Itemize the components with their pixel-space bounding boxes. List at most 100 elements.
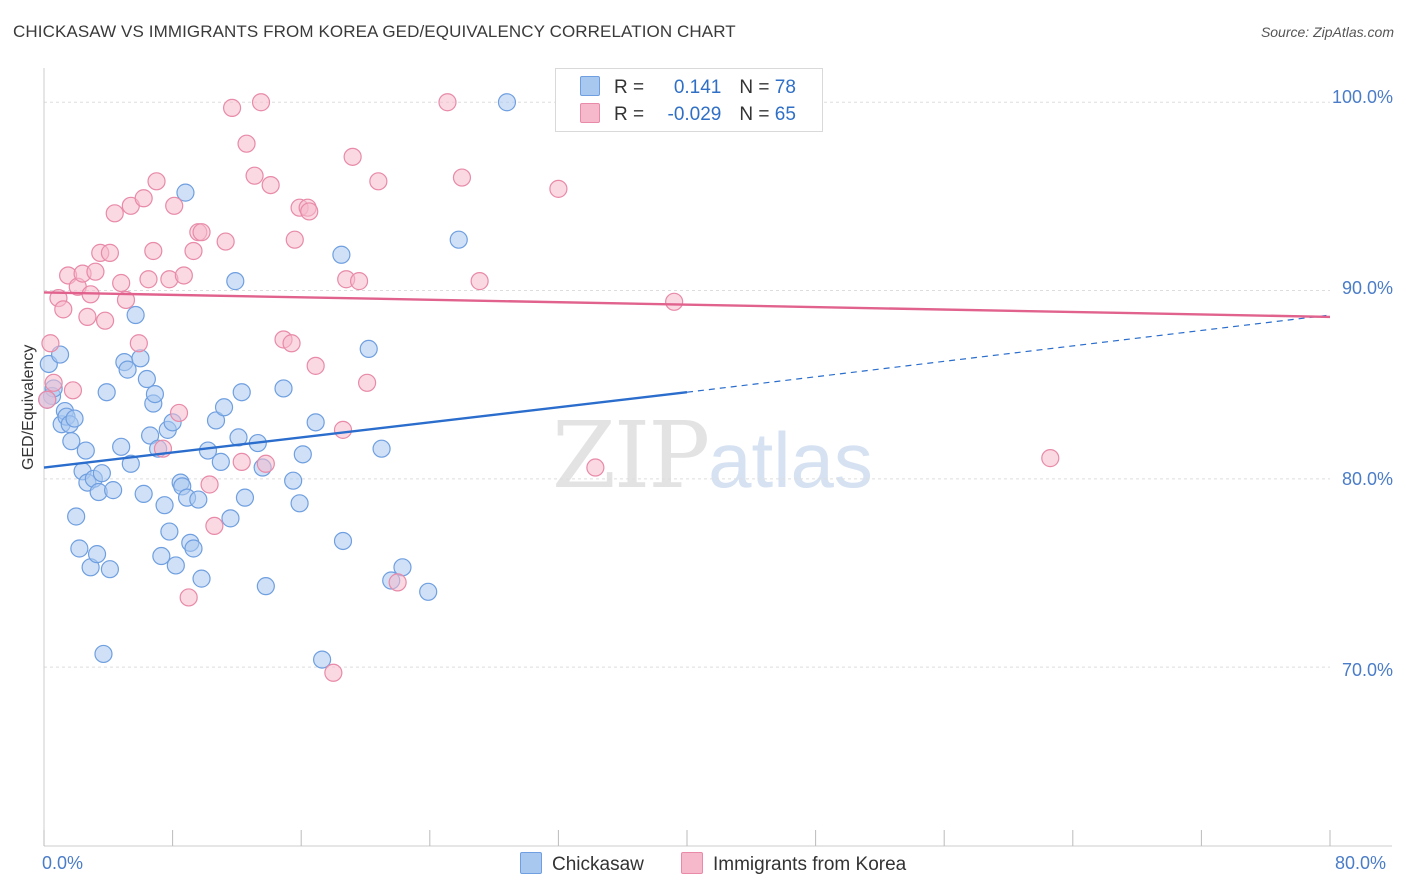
korea-trend-line bbox=[43, 291, 1331, 319]
chickasaw-point bbox=[235, 488, 255, 507]
chickasaw-point bbox=[137, 369, 156, 389]
chickasaw-point bbox=[152, 546, 171, 566]
korea-point bbox=[438, 93, 457, 112]
chickasaw-point bbox=[198, 441, 218, 460]
legend-n-value: 78 bbox=[774, 77, 796, 98]
korea-point bbox=[237, 134, 256, 153]
bottom-legend-swatch-korea bbox=[681, 852, 703, 874]
chickasaw-point bbox=[449, 230, 468, 249]
korea-point bbox=[105, 204, 124, 223]
chickasaw-point bbox=[155, 496, 174, 515]
korea-point bbox=[44, 373, 63, 392]
korea-point bbox=[100, 243, 120, 262]
korea-point bbox=[95, 311, 115, 330]
korea-point bbox=[333, 420, 353, 439]
chickasaw-point bbox=[332, 245, 351, 264]
korea-point bbox=[369, 172, 388, 191]
x-tick-label-max: 80.0% bbox=[1335, 853, 1387, 873]
chickasaw-point bbox=[333, 531, 353, 551]
watermark: ZIPatlas bbox=[552, 402, 873, 509]
korea-point bbox=[78, 307, 97, 326]
chickasaw-point bbox=[497, 93, 517, 112]
legend-row-chickasaw: R = 0.141 N = 78 bbox=[580, 76, 796, 99]
chickasaw-point bbox=[393, 558, 412, 577]
korea-point bbox=[192, 223, 211, 242]
korea-point bbox=[112, 273, 131, 293]
chickasaw-point bbox=[70, 539, 89, 558]
bottom-legend-label: Immigrants from Korea bbox=[713, 854, 907, 875]
korea-point bbox=[1041, 449, 1060, 468]
korea-point bbox=[285, 230, 304, 249]
chickasaw-point bbox=[256, 577, 275, 596]
bottom-legend-korea: Immigrants from Korea bbox=[681, 852, 906, 876]
korea-point bbox=[256, 454, 275, 473]
korea-point bbox=[205, 516, 224, 536]
chickasaw-point bbox=[184, 539, 203, 558]
korea-point bbox=[169, 403, 189, 423]
korea-point bbox=[349, 272, 369, 291]
bottom-legend-label: Chickasaw bbox=[552, 854, 644, 875]
korea-point bbox=[343, 147, 362, 166]
chickasaw-point bbox=[312, 650, 332, 669]
correlation-legend: R = 0.141 N = 78 R = -0.029 N = 65 bbox=[555, 68, 823, 132]
korea-point bbox=[38, 390, 57, 409]
korea-point bbox=[216, 232, 235, 251]
korea-point bbox=[200, 475, 219, 494]
korea-point bbox=[144, 241, 163, 261]
korea-point bbox=[452, 168, 472, 187]
korea-point bbox=[388, 573, 407, 592]
korea-point bbox=[179, 588, 198, 607]
chickasaw-point bbox=[274, 379, 293, 398]
legend-r-value: -0.029 bbox=[667, 104, 722, 125]
chickasaw-point bbox=[359, 339, 378, 359]
chickasaw-point bbox=[166, 556, 185, 575]
korea-point bbox=[54, 300, 73, 319]
chickasaw-point bbox=[145, 384, 165, 404]
legend-swatch-chickasaw bbox=[580, 76, 600, 96]
chickasaw-point bbox=[104, 481, 123, 500]
korea-point bbox=[147, 172, 166, 191]
chickasaw-point bbox=[419, 582, 438, 601]
chickasaw-point bbox=[214, 398, 234, 417]
chickasaw-point bbox=[97, 383, 116, 402]
chickasaw-point bbox=[126, 305, 145, 325]
chickasaw-point bbox=[62, 432, 81, 451]
korea-point bbox=[306, 356, 325, 375]
korea-point bbox=[665, 292, 684, 311]
y-tick-label-90: 90.0% bbox=[1341, 278, 1393, 298]
source-credit: Source: ZipAtlas.com bbox=[1260, 24, 1394, 40]
legend-r-value: 0.141 bbox=[673, 77, 722, 98]
chickasaw-point bbox=[284, 471, 303, 490]
legend-row-korea: R = -0.029 N = 65 bbox=[580, 103, 796, 126]
chickasaw-point bbox=[121, 454, 140, 473]
korea-point bbox=[261, 175, 280, 195]
korea-point bbox=[116, 290, 136, 310]
korea-point bbox=[586, 458, 605, 477]
chickasaw-point bbox=[232, 383, 251, 402]
korea-point bbox=[165, 196, 184, 215]
chickasaw-point bbox=[65, 409, 84, 428]
chickasaw-point bbox=[293, 445, 312, 464]
chart-title: CHICKASAW VS IMMIGRANTS FROM KOREA GED/E… bbox=[13, 22, 736, 41]
korea-point bbox=[245, 166, 264, 185]
chickasaw-point bbox=[211, 452, 230, 471]
bottom-legend-chickasaw: Chickasaw bbox=[520, 852, 644, 876]
korea-point bbox=[358, 373, 377, 392]
y-tick-label-100: 100.0% bbox=[1331, 87, 1393, 107]
legend-n-value: 65 bbox=[774, 104, 796, 125]
bottom-legend-swatch-chickasaw bbox=[520, 852, 542, 874]
y-tick-label-80: 80.0% bbox=[1341, 469, 1393, 489]
chickasaw-point bbox=[221, 509, 240, 528]
y-tick-label-70: 70.0% bbox=[1341, 660, 1393, 680]
chickasaw-trend-extension bbox=[686, 314, 1331, 393]
korea-point bbox=[184, 241, 203, 261]
chickasaw-point bbox=[176, 183, 195, 202]
korea-point bbox=[282, 334, 301, 353]
korea-point bbox=[324, 663, 343, 682]
korea-point bbox=[300, 202, 319, 221]
korea-point bbox=[470, 272, 489, 291]
legend-r-label: R = bbox=[614, 77, 650, 98]
chickasaw-point bbox=[67, 507, 86, 526]
chickasaw-point bbox=[206, 411, 226, 430]
